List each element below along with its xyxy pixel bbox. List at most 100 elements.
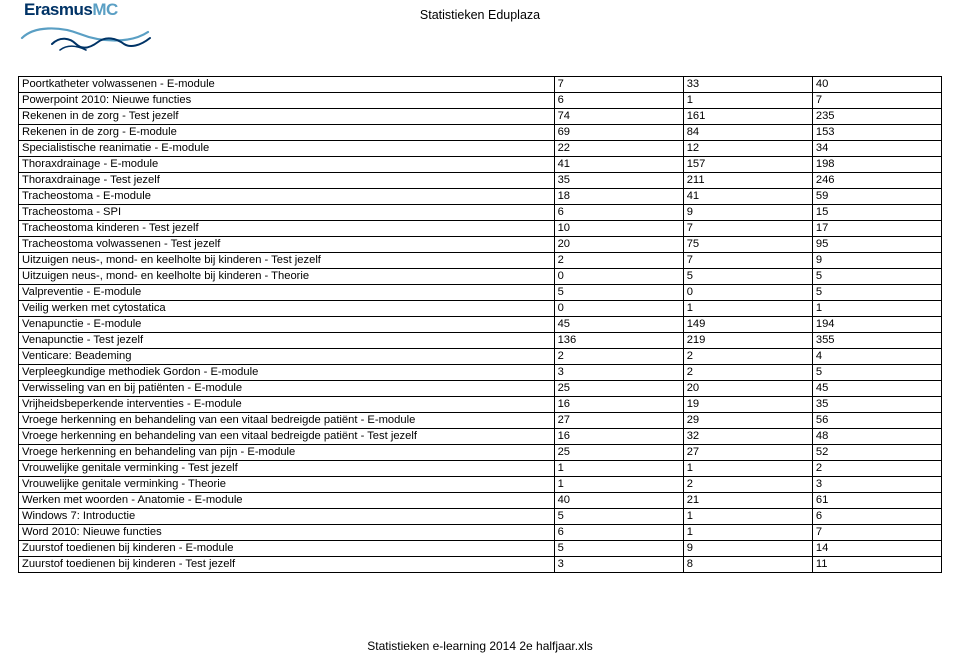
table-cell: 18 xyxy=(554,188,683,204)
table-row: Rekenen in de zorg - Test jezelf74161235 xyxy=(19,108,942,124)
table-row: Word 2010: Nieuwe functies617 xyxy=(19,524,942,540)
table-cell: 1 xyxy=(683,460,812,476)
table-cell: 20 xyxy=(554,236,683,252)
table-cell: 1 xyxy=(812,300,941,316)
table-cell: 9 xyxy=(683,540,812,556)
table-row: Thoraxdrainage - Test jezelf35211246 xyxy=(19,172,942,188)
table-row: Powerpoint 2010: Nieuwe functies617 xyxy=(19,92,942,108)
table-cell: Venapunctie - E-module xyxy=(19,316,554,332)
table-cell: Uitzuigen neus-, mond- en keelholte bij … xyxy=(19,252,554,268)
table-row: Tracheostoma - E-module184159 xyxy=(19,188,942,204)
table-cell: 2 xyxy=(554,252,683,268)
table-cell: 7 xyxy=(683,220,812,236)
table-cell: 48 xyxy=(812,428,941,444)
table-cell: Werken met woorden - Anatomie - E-module xyxy=(19,492,554,508)
table-cell: 95 xyxy=(812,236,941,252)
table-cell: 5 xyxy=(554,508,683,524)
table-row: Rekenen in de zorg - E-module6984153 xyxy=(19,124,942,140)
table-row: Thoraxdrainage - E-module41157198 xyxy=(19,156,942,172)
table-cell: 10 xyxy=(554,220,683,236)
table-cell: 0 xyxy=(554,268,683,284)
table-cell: 7 xyxy=(683,252,812,268)
table-cell: 6 xyxy=(554,92,683,108)
table-cell: 2 xyxy=(554,348,683,364)
table-cell: 4 xyxy=(812,348,941,364)
table-row: Venapunctie - Test jezelf136219355 xyxy=(19,332,942,348)
table-cell: Vrouwelijke genitale verminking - Test j… xyxy=(19,460,554,476)
table-cell: Tracheostoma - SPI xyxy=(19,204,554,220)
table-row: Venapunctie - E-module45149194 xyxy=(19,316,942,332)
table-cell: 5 xyxy=(554,540,683,556)
table-cell: 22 xyxy=(554,140,683,156)
table-cell: 235 xyxy=(812,108,941,124)
data-table: Poortkatheter volwassenen - E-module7334… xyxy=(19,77,942,573)
table-cell: 1 xyxy=(554,476,683,492)
table-row: Tracheostoma kinderen - Test jezelf10717 xyxy=(19,220,942,236)
table-cell: 2 xyxy=(683,348,812,364)
table-row: Zuurstof toedienen bij kinderen - Test j… xyxy=(19,556,942,572)
table-row: Vrouwelijke genitale verminking - Test j… xyxy=(19,460,942,476)
table-cell: 2 xyxy=(812,460,941,476)
page-header: ErasmusMC Statistieken Eduplaza xyxy=(0,0,960,62)
table-row: Tracheostoma volwassenen - Test jezelf20… xyxy=(19,236,942,252)
table-cell: 9 xyxy=(683,204,812,220)
table-cell: Uitzuigen neus-, mond- en keelholte bij … xyxy=(19,268,554,284)
logo: ErasmusMC xyxy=(24,0,164,58)
logo-mc: MC xyxy=(92,0,117,19)
table-cell: Zuurstof toedienen bij kinderen - E-modu… xyxy=(19,540,554,556)
table-cell: 3 xyxy=(812,476,941,492)
table-cell: 29 xyxy=(683,412,812,428)
table-cell: 149 xyxy=(683,316,812,332)
table-cell: 14 xyxy=(812,540,941,556)
table-row: Uitzuigen neus-, mond- en keelholte bij … xyxy=(19,252,942,268)
table-cell: 136 xyxy=(554,332,683,348)
table-cell: 9 xyxy=(812,252,941,268)
table-cell: 211 xyxy=(683,172,812,188)
table-cell: 1 xyxy=(554,460,683,476)
table-cell: Rekenen in de zorg - E-module xyxy=(19,124,554,140)
table-cell: Poortkatheter volwassenen - E-module xyxy=(19,77,554,92)
table-cell: 157 xyxy=(683,156,812,172)
table-cell: 27 xyxy=(683,444,812,460)
table-cell: 2 xyxy=(683,364,812,380)
table-cell: 6 xyxy=(554,204,683,220)
table-cell: 34 xyxy=(812,140,941,156)
table-cell: 6 xyxy=(554,524,683,540)
table-row: Vroege herkenning en behandeling van pij… xyxy=(19,444,942,460)
table-cell: 74 xyxy=(554,108,683,124)
table-row: Venticare: Beademing224 xyxy=(19,348,942,364)
table-cell: 3 xyxy=(554,556,683,572)
table-row: Vroege herkenning en behandeling van een… xyxy=(19,412,942,428)
table-cell: 16 xyxy=(554,428,683,444)
table-cell: 153 xyxy=(812,124,941,140)
table-cell: 35 xyxy=(812,396,941,412)
table-cell: Tracheostoma kinderen - Test jezelf xyxy=(19,220,554,236)
table-cell: 219 xyxy=(683,332,812,348)
table-row: Valpreventie - E-module505 xyxy=(19,284,942,300)
table-cell: 17 xyxy=(812,220,941,236)
page-title: Statistieken Eduplaza xyxy=(420,8,540,22)
table-cell: Vrijheidsbeperkende interventies - E-mod… xyxy=(19,396,554,412)
table-cell: 7 xyxy=(812,524,941,540)
table-cell: Valpreventie - E-module xyxy=(19,284,554,300)
table-row: Tracheostoma - SPI6915 xyxy=(19,204,942,220)
table-cell: 75 xyxy=(683,236,812,252)
table-cell: 161 xyxy=(683,108,812,124)
table-cell: 69 xyxy=(554,124,683,140)
table-cell: 7 xyxy=(554,77,683,92)
table-cell: 40 xyxy=(812,77,941,92)
table-cell: 16 xyxy=(554,396,683,412)
table-cell: Verwisseling van en bij patiënten - E-mo… xyxy=(19,380,554,396)
table-cell: 6 xyxy=(812,508,941,524)
table-cell: 19 xyxy=(683,396,812,412)
table-cell: 35 xyxy=(554,172,683,188)
table-cell: Zuurstof toedienen bij kinderen - Test j… xyxy=(19,556,554,572)
table-cell: Thoraxdrainage - Test jezelf xyxy=(19,172,554,188)
table-cell: Tracheostoma - E-module xyxy=(19,188,554,204)
table-cell: 41 xyxy=(554,156,683,172)
table-cell: 25 xyxy=(554,380,683,396)
table-cell: Thoraxdrainage - E-module xyxy=(19,156,554,172)
table-cell: Verpleegkundige methodiek Gordon - E-mod… xyxy=(19,364,554,380)
table-cell: 40 xyxy=(554,492,683,508)
logo-signature xyxy=(20,22,170,60)
